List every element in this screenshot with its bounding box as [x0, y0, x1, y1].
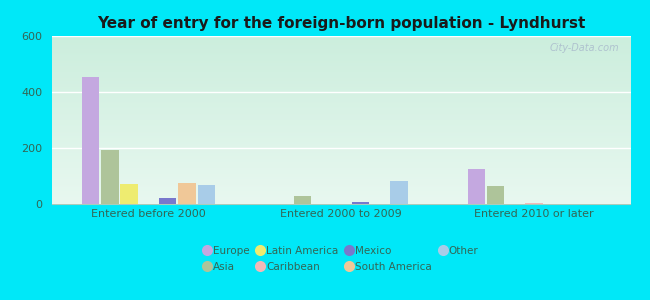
Bar	[487, 186, 504, 204]
Bar	[101, 150, 118, 204]
Bar	[198, 185, 215, 204]
Text: City-Data.com: City-Data.com	[549, 43, 619, 53]
Bar	[120, 184, 138, 204]
Bar	[294, 196, 311, 204]
Bar	[82, 76, 99, 204]
Bar	[159, 198, 176, 204]
Bar	[352, 202, 369, 204]
Bar	[525, 202, 543, 204]
Bar	[178, 183, 196, 204]
Bar	[467, 169, 485, 204]
Bar	[391, 181, 408, 204]
Title: Year of entry for the foreign-born population - Lyndhurst: Year of entry for the foreign-born popul…	[97, 16, 586, 31]
Legend: Europe, Asia, Latin America, Caribbean, Mexico, South America, Other: Europe, Asia, Latin America, Caribbean, …	[204, 246, 478, 272]
